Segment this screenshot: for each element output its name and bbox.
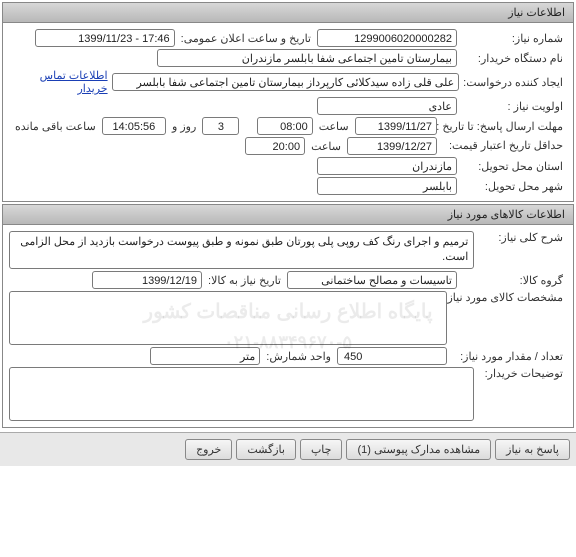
row-desc: شرح کلی نیاز: ترمیم و اجرای رنگ کف روپی … [9, 231, 567, 269]
lbl-notes: توضیحات خریدار: [474, 367, 567, 380]
fld-group: تاسیسات و مصالح ساختمانی [287, 271, 457, 289]
row-city: شهر محل تحویل: بابلسر [9, 177, 567, 195]
fld-validity-time: 20:00 [245, 137, 305, 155]
fld-qty: 450 [337, 347, 447, 365]
lbl-time-2: ساعت [305, 140, 347, 153]
panel2-title: اطلاعات کالاهای مورد نیاز [3, 205, 573, 225]
lbl-deadline: مهلت ارسال پاسخ: تا تاریخ : [437, 120, 567, 133]
button-bar: پاسخ به نیاز مشاهده مدارک پیوستی (1) چاپ… [0, 432, 576, 466]
attachments-button[interactable]: مشاهده مدارک پیوستی (1) [346, 439, 491, 460]
fld-city: بابلسر [317, 177, 457, 195]
panel1-body: شماره نیاز: 1299006020000282 تاریخ و ساع… [3, 23, 573, 201]
fld-validity-date: 1399/12/27 [347, 137, 437, 155]
row-buyer-org: نام دستگاه خریدار: بیمارستان تامین اجتما… [9, 49, 567, 67]
fld-pub-datetime: 17:46 - 1399/11/23 [35, 29, 175, 47]
lbl-buyer-org: نام دستگاه خریدار: [457, 52, 567, 65]
lbl-desc: شرح کلی نیاز: [474, 231, 567, 244]
row-province: استان محل تحویل: مازندران [9, 157, 567, 175]
lbl-city: شهر محل تحویل: [457, 180, 567, 193]
lbl-priority: اولویت نیاز : [457, 100, 567, 113]
fld-need-date: 1399/12/19 [92, 271, 202, 289]
row-creator: ایجاد کننده درخواست: علی قلی زاده سیدکلا… [9, 69, 567, 95]
row-req-no: شماره نیاز: 1299006020000282 تاریخ و ساع… [9, 29, 567, 47]
row-qty: تعداد / مقدار مورد نیاز: 450 واحد شمارش:… [9, 347, 567, 365]
back-button[interactable]: بازگشت [236, 439, 296, 460]
panel-need-info: اطلاعات نیاز شماره نیاز: 129900602000028… [2, 2, 574, 202]
lbl-need-date: تاریخ نیاز به کالا: [202, 274, 287, 287]
panel2-body: پایگاه اطلاع رسانی مناقصات کشور ۰۲۱-۸۸۳۴… [3, 225, 573, 427]
row-notes: توضیحات خریدار: [9, 367, 567, 421]
fld-req-no: 1299006020000282 [317, 29, 457, 47]
lbl-spec: مشخصات کالای مورد نیاز: [447, 291, 567, 304]
lbl-req-no: شماره نیاز: [457, 32, 567, 45]
panel-goods-info: اطلاعات کالاهای مورد نیاز پایگاه اطلاع ر… [2, 204, 574, 428]
panel1-title: اطلاعات نیاز [3, 3, 573, 23]
row-priority: اولویت نیاز : عادی [9, 97, 567, 115]
lbl-group: گروه کالا: [457, 274, 567, 287]
fld-buyer-org: بیمارستان تامین اجتماعی شفا بابلسر مازند… [157, 49, 457, 67]
fld-deadline-date: 1399/11/27 [355, 117, 437, 135]
fld-creator: علی قلی زاده سیدکلائی کارپرداز بیمارستان… [112, 73, 460, 91]
fld-priority: عادی [317, 97, 457, 115]
reply-button[interactable]: پاسخ به نیاز [495, 439, 570, 460]
fld-province: مازندران [317, 157, 457, 175]
lbl-time-1: ساعت [313, 120, 355, 133]
lbl-validity: حداقل تاریخ اعتبار قیمت: [437, 140, 567, 152]
lbl-qty: تعداد / مقدار مورد نیاز: [447, 350, 567, 363]
fld-days: 3 [202, 117, 239, 135]
lbl-unit: واحد شمارش: [260, 350, 337, 363]
fld-desc: ترمیم و اجرای رنگ کف روپی پلی پورتان طبق… [9, 231, 474, 269]
lbl-remain: ساعت باقی مانده [9, 120, 102, 133]
lbl-province: استان محل تحویل: [457, 160, 567, 173]
fld-deadline-time: 08:00 [257, 117, 312, 135]
lbl-days: روز و [166, 120, 202, 133]
print-button[interactable]: چاپ [300, 439, 343, 460]
row-group: گروه کالا: تاسیسات و مصالح ساختمانی تاری… [9, 271, 567, 289]
fld-remain-time: 14:05:56 [102, 117, 166, 135]
fld-spec [9, 291, 447, 345]
fld-notes [9, 367, 474, 421]
link-buyer-contact[interactable]: اطلاعات تماس خریدار [9, 69, 112, 95]
lbl-pub-datetime: تاریخ و ساعت اعلان عمومی: [175, 32, 317, 45]
lbl-creator: ایجاد کننده درخواست: [459, 76, 567, 89]
fld-unit: متر [150, 347, 260, 365]
row-spec: مشخصات کالای مورد نیاز: [9, 291, 567, 345]
row-validity: حداقل تاریخ اعتبار قیمت: 1399/12/27 ساعت… [9, 137, 567, 155]
row-deadline: مهلت ارسال پاسخ: تا تاریخ : 1399/11/27 س… [9, 117, 567, 135]
exit-button[interactable]: خروج [185, 439, 232, 460]
